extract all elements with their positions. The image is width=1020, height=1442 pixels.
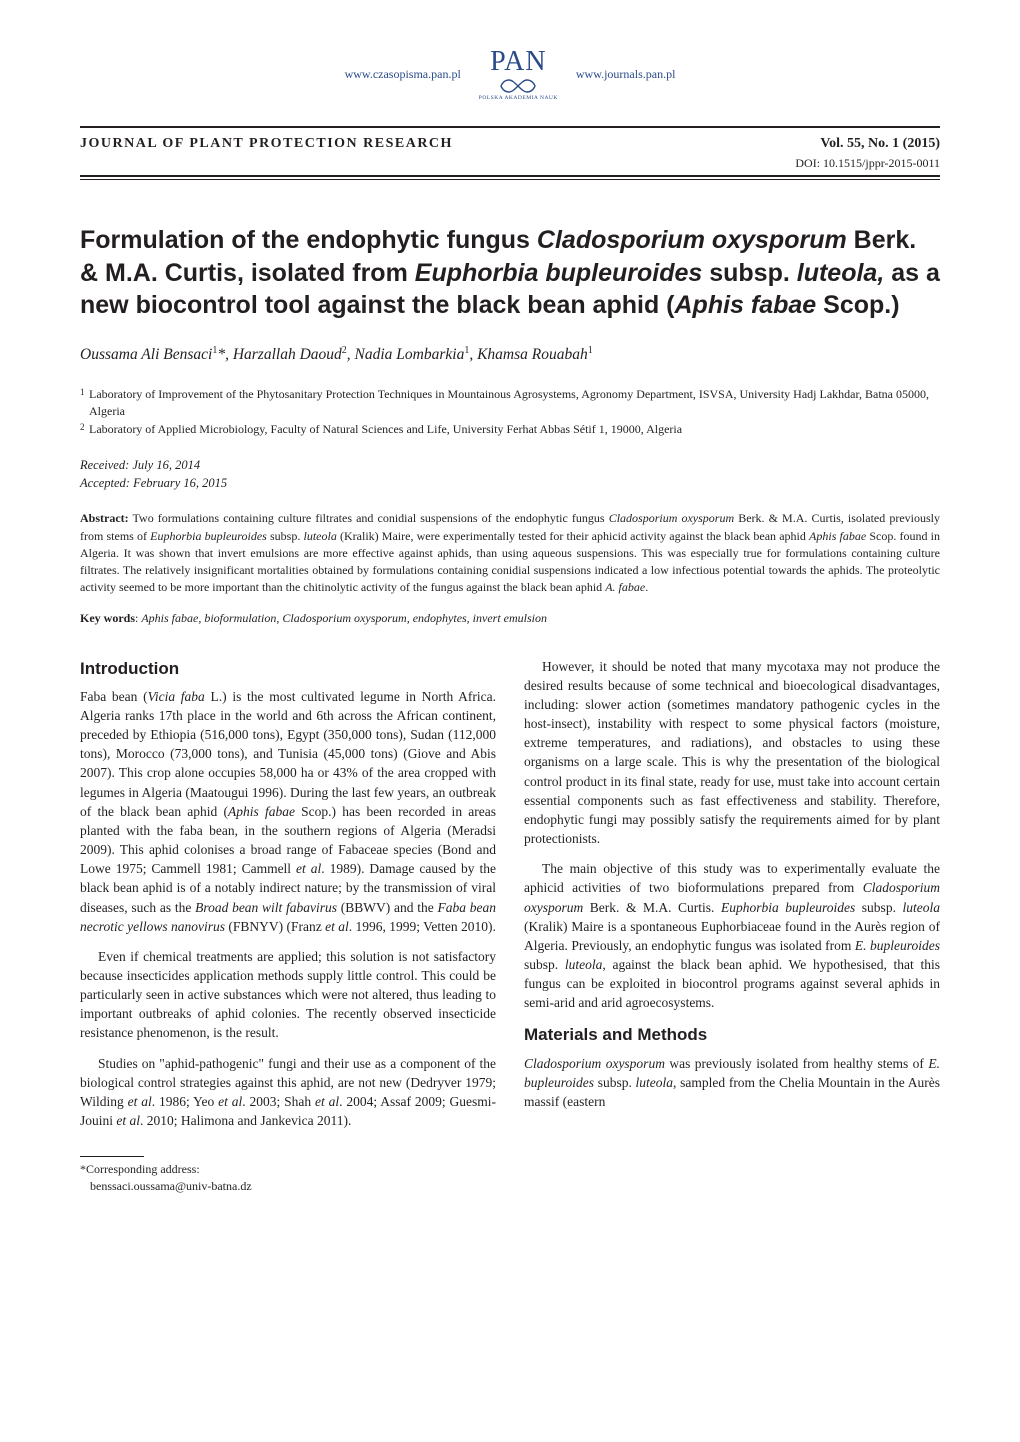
left-portal-link[interactable]: www.czasopisma.pan.pl [345, 66, 461, 83]
pan-logo: PAN POLSKA AKADEMIA NAUK [479, 48, 558, 102]
methods-p1: Cladosporium oxysporum was previously is… [524, 1054, 940, 1111]
affiliation-2-num: 2 [80, 421, 87, 438]
accepted-date: Accepted: February 16, 2015 [80, 474, 940, 492]
doi: DOI: 10.1515/jppr-2015-0011 [795, 155, 940, 172]
affiliation-1-num: 1 [80, 386, 87, 421]
intro-p1: Faba bean (Vicia faba L.) is the most cu… [80, 687, 496, 936]
authors: Oussama Ali Bensaci1*, Harzallah Daoud2,… [80, 344, 940, 366]
masthead-rule-bottom [80, 179, 940, 180]
received-date: Received: July 16, 2014 [80, 456, 940, 474]
abstract-label: Abstract: [80, 511, 129, 525]
corresponding-label: *Corresponding address: [80, 1161, 940, 1178]
methods-heading: Materials and Methods [524, 1023, 940, 1047]
keywords-label: Key words [80, 611, 135, 625]
footer-rule [80, 1156, 144, 1157]
affiliations: 1 Laboratory of Improvement of the Phyto… [80, 386, 940, 438]
keywords-list: Aphis fabae, bioformulation, Cladosporiu… [141, 611, 547, 625]
affiliation-1-text: Laboratory of Improvement of the Phytosa… [89, 386, 940, 421]
pan-infinity-icon [499, 78, 537, 94]
affiliation-2: 2 Laboratory of Applied Microbiology, Fa… [80, 421, 940, 438]
affiliation-1: 1 Laboratory of Improvement of the Phyto… [80, 386, 940, 421]
masthead-rule-top [80, 126, 940, 128]
volume-issue: Vol. 55, No. 1 (2015) [795, 134, 940, 154]
intro-p5: The main objective of this study was to … [524, 859, 940, 1012]
pan-logo-subtext: POLSKA AKADEMIA NAUK [479, 96, 558, 102]
article-title: Formulation of the endophytic fungus Cla… [80, 224, 940, 322]
intro-p4: However, it should be noted that many my… [524, 657, 940, 849]
masthead-rule-mid [80, 175, 940, 177]
journal-name: JOURNAL OF PLANT PROTECTION RESEARCH [80, 134, 453, 154]
pan-logo-text: PAN [490, 48, 546, 76]
body-columns: Introduction Faba bean (Vicia faba L.) i… [80, 657, 940, 1132]
corresponding-email: benssaci.oussama@univ-batna.dz [80, 1178, 940, 1195]
abstract: Abstract: Two formulations containing cu… [80, 510, 940, 595]
publisher-banner: www.czasopisma.pan.pl PAN POLSKA AKADEMI… [80, 48, 940, 102]
manuscript-dates: Received: July 16, 2014 Accepted: Februa… [80, 456, 940, 492]
corresponding-footer: *Corresponding address: benssaci.oussama… [80, 1156, 940, 1196]
keywords: Key words: Aphis fabae, bioformulation, … [80, 610, 940, 627]
affiliation-2-text: Laboratory of Applied Microbiology, Facu… [89, 421, 682, 438]
introduction-heading: Introduction [80, 657, 496, 681]
intro-p2: Even if chemical treatments are applied;… [80, 947, 496, 1043]
right-portal-link[interactable]: www.journals.pan.pl [576, 66, 676, 83]
masthead: JOURNAL OF PLANT PROTECTION RESEARCH Vol… [80, 130, 940, 176]
issue-block: Vol. 55, No. 1 (2015) DOI: 10.1515/jppr-… [795, 134, 940, 173]
intro-p3: Studies on "aphid-pathogenic" fungi and … [80, 1054, 496, 1131]
abstract-text: Two formulations containing culture filt… [80, 511, 940, 593]
